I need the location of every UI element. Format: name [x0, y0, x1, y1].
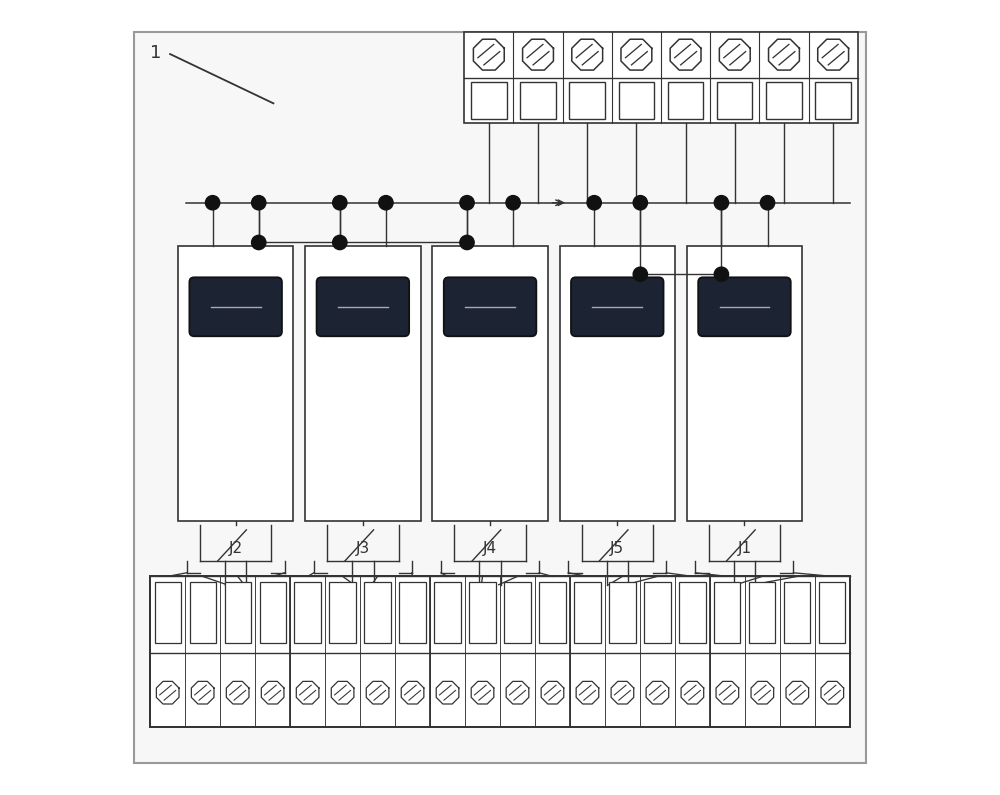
Circle shape — [205, 196, 220, 210]
Circle shape — [252, 235, 266, 250]
Bar — [178, 246, 293, 521]
Bar — [644, 582, 671, 643]
Bar — [471, 82, 507, 118]
FancyBboxPatch shape — [571, 277, 664, 336]
Text: J3: J3 — [356, 541, 370, 556]
Bar — [714, 582, 740, 643]
Bar — [539, 582, 566, 643]
Bar — [434, 582, 461, 643]
Bar — [294, 582, 321, 643]
Circle shape — [714, 267, 729, 281]
Bar — [520, 82, 556, 118]
Circle shape — [633, 267, 647, 281]
Bar — [504, 582, 531, 643]
Bar — [784, 582, 810, 643]
Bar — [819, 582, 845, 643]
Bar — [766, 82, 802, 118]
Circle shape — [460, 235, 474, 250]
Text: J5: J5 — [610, 541, 624, 556]
Bar — [679, 582, 706, 643]
Bar — [329, 582, 356, 643]
Circle shape — [714, 196, 729, 210]
Bar — [364, 582, 391, 643]
FancyBboxPatch shape — [189, 277, 282, 336]
Circle shape — [506, 196, 520, 210]
Circle shape — [760, 196, 775, 210]
Bar — [609, 582, 636, 643]
Bar — [469, 582, 496, 643]
Bar — [432, 246, 548, 521]
Circle shape — [252, 196, 266, 210]
Circle shape — [333, 235, 347, 250]
Bar — [150, 576, 850, 727]
Bar — [574, 582, 601, 643]
Circle shape — [460, 196, 474, 210]
Bar — [717, 82, 752, 118]
Bar — [464, 32, 858, 123]
Circle shape — [333, 196, 347, 210]
Bar — [225, 582, 251, 643]
Circle shape — [633, 196, 647, 210]
Bar — [150, 576, 850, 727]
FancyBboxPatch shape — [444, 277, 536, 336]
Bar — [399, 582, 426, 643]
Bar — [305, 246, 421, 521]
Bar — [260, 582, 286, 643]
FancyBboxPatch shape — [317, 277, 409, 336]
Bar — [190, 582, 216, 643]
Text: 1: 1 — [150, 44, 162, 62]
FancyBboxPatch shape — [698, 277, 791, 336]
Circle shape — [587, 196, 601, 210]
Bar — [560, 246, 675, 521]
Bar — [668, 82, 703, 118]
Bar — [619, 82, 654, 118]
Bar — [815, 82, 851, 118]
Bar — [749, 582, 775, 643]
Bar — [687, 246, 802, 521]
Circle shape — [379, 196, 393, 210]
Text: J4: J4 — [483, 541, 497, 556]
Text: J2: J2 — [229, 541, 243, 556]
Text: J1: J1 — [737, 541, 752, 556]
Bar — [155, 582, 181, 643]
Bar — [569, 82, 605, 118]
